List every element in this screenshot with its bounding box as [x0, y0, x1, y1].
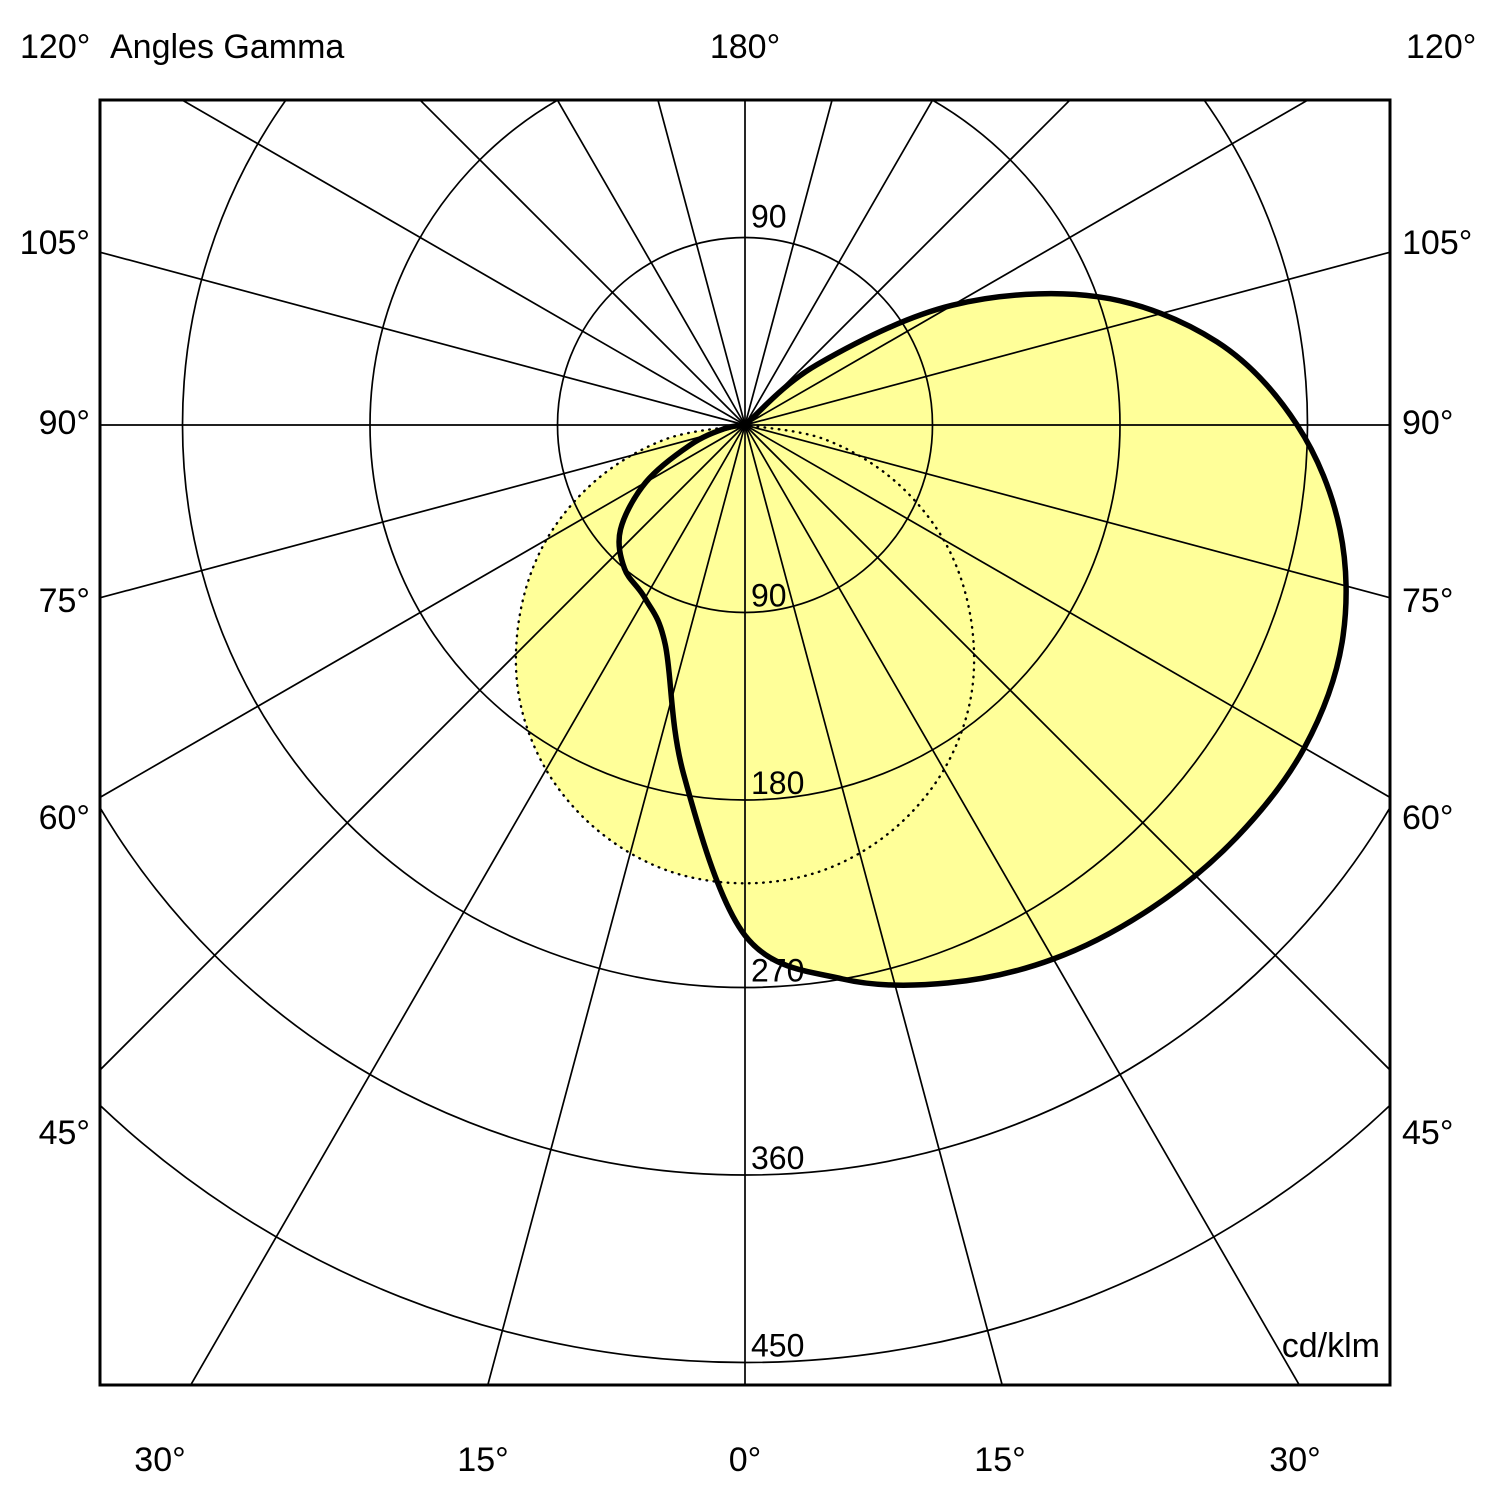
- gamma-label-right-3: 60°: [1402, 799, 1454, 837]
- grid-radial-line: [744, 251, 1390, 426]
- radial-tick-label: 180: [751, 765, 804, 801]
- gamma-label-right-1: 90°: [1402, 404, 1454, 442]
- grid-radial-line: [180, 100, 746, 426]
- radial-tick-label: 360: [751, 1140, 804, 1176]
- grid-radial-line: [486, 424, 746, 1385]
- grid-radial-line: [100, 424, 746, 799]
- gamma-label-left-0: 105°: [19, 224, 90, 262]
- gamma-label-bottom-3: 15°: [974, 1441, 1026, 1479]
- plot-border: [98, 98, 1392, 1387]
- grid-radial-line: [744, 424, 1390, 799]
- grid-radial-line: [418, 100, 746, 426]
- grid-radial-line: [100, 424, 746, 599]
- gamma-label-top-left: 120°: [20, 28, 91, 66]
- gamma-label-bottom-2: 0°: [728, 1441, 762, 1479]
- gamma-label-bottom-1: 15°: [457, 1441, 509, 1479]
- grid-radial-line: [744, 100, 833, 426]
- dotted-plane-curve: [514, 423, 976, 885]
- gamma-label-bottom-4: 30°: [1269, 1441, 1321, 1479]
- unit-label: cd/klm: [1281, 1327, 1380, 1365]
- grid-radial-line: [556, 100, 746, 426]
- gamma-label-top-right: 120°: [1406, 28, 1477, 66]
- radial-tick-label-upper: 90: [751, 199, 787, 235]
- curves: [514, 290, 1349, 989]
- grid-radial-line: [744, 424, 1301, 1385]
- gamma-label-right-4: 45°: [1402, 1114, 1454, 1152]
- grid-radial-line: [100, 424, 746, 1072]
- gamma-label-top-center: 180°: [709, 28, 781, 66]
- gamma-label-left-2: 75°: [38, 582, 90, 620]
- radial-tick-labels: 90 90 180 270 360 450: [751, 199, 804, 1364]
- gamma-label-right-0: 105°: [1402, 224, 1473, 262]
- gamma-label-left-4: 45°: [38, 1114, 90, 1152]
- gamma-label-left-3: 60°: [38, 799, 90, 837]
- grid-radial-line: [100, 251, 746, 426]
- gamma-label-left-1: 90°: [38, 404, 90, 442]
- chart-title: Angles Gamma: [110, 28, 345, 66]
- grid-radial-line: [744, 100, 1072, 426]
- grid-radial-line: [744, 424, 1390, 1072]
- grid-radial-line: [744, 100, 934, 426]
- gamma-label-bottom-0: 30°: [134, 1441, 186, 1479]
- grid-radial-line: [744, 424, 1390, 599]
- gamma-label-right-2: 75°: [1402, 582, 1454, 620]
- grid-radial-line: [189, 424, 746, 1385]
- radial-tick-label: 270: [751, 953, 804, 989]
- grid-radial-line: [744, 424, 1004, 1385]
- solid-plane-curve: [616, 290, 1349, 989]
- radial-tick-label: 450: [751, 1328, 804, 1364]
- radial-tick-label: 90: [751, 578, 787, 614]
- grid-radial-line: [657, 100, 746, 426]
